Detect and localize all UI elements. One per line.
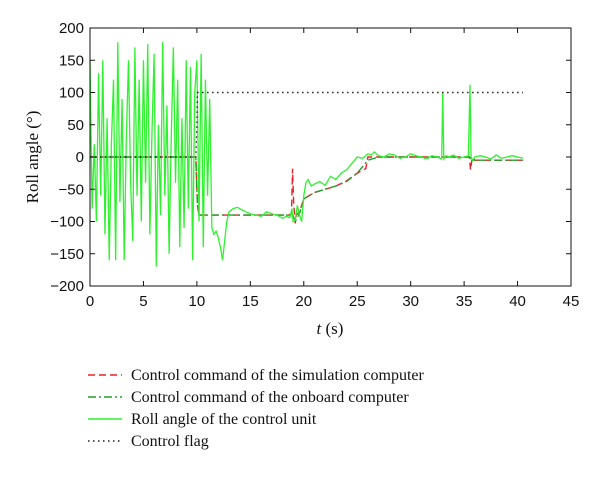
- legend: Control command of the simulation comput…: [88, 367, 425, 450]
- x-tick-label: 40: [509, 293, 526, 310]
- y-tick-label: −100: [50, 214, 84, 231]
- y-axis-label: Roll angle (°): [23, 111, 42, 204]
- y-tick-label: −50: [59, 181, 84, 198]
- series-line-2: [90, 156, 523, 224]
- y-tick-label: 200: [59, 20, 84, 37]
- x-tick-label: 20: [295, 293, 312, 310]
- x-tick-label: 0: [86, 293, 94, 310]
- plot-area: [89, 42, 524, 267]
- y-tick-label: −200: [50, 278, 84, 295]
- series-line-3: [89, 42, 524, 267]
- x-tick-label: 30: [402, 293, 419, 310]
- x-tick-label: 35: [456, 293, 473, 310]
- legend-label-3: Roll angle of the control unit: [131, 411, 317, 428]
- x-axis-unit: (s): [321, 319, 343, 338]
- x-tick-label: 10: [189, 293, 206, 310]
- series-line-4: [90, 91, 523, 158]
- x-tick-label: 15: [242, 293, 259, 310]
- x-tick-label: 5: [139, 293, 147, 310]
- legend-label-1: Control command of the simulation comput…: [131, 367, 425, 384]
- legend-label-4: Control flag: [131, 433, 209, 450]
- y-tick-label: 150: [59, 52, 84, 69]
- y-tick-label: 100: [59, 85, 84, 102]
- x-axis-var: t: [317, 319, 323, 338]
- x-tick-label: 25: [349, 293, 366, 310]
- axes: 0 5 10 15 20 25 30 35 40 45 200 150 100 50 0 −50 −100 −15…: [50, 20, 579, 310]
- legend-label-2: Control command of the onboard computer: [131, 389, 409, 406]
- x-tick-label: 45: [563, 293, 580, 310]
- y-tick-label: 50: [67, 117, 84, 134]
- x-axis-label: t (s): [317, 319, 344, 338]
- y-tick-label: 0: [76, 149, 84, 166]
- y-tick-label: −150: [50, 246, 84, 263]
